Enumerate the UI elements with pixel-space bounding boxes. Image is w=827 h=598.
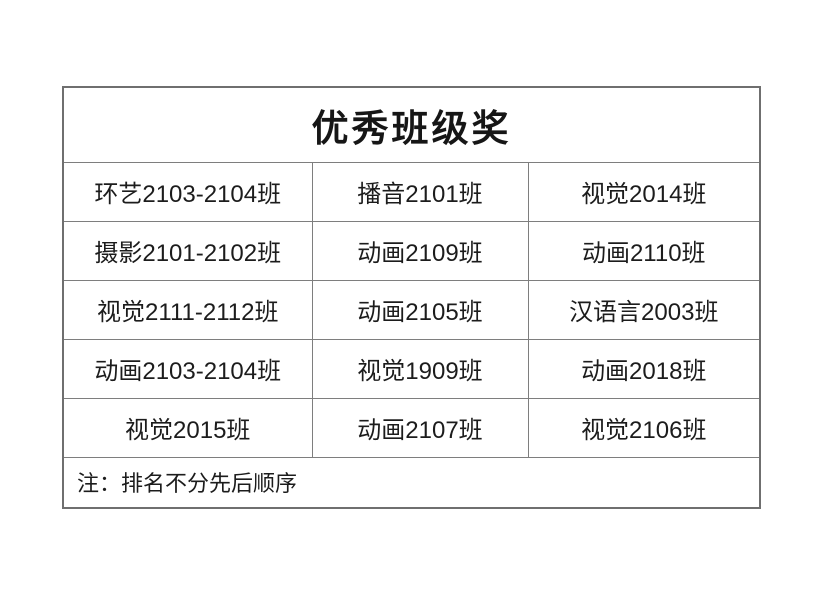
table-title: 优秀班级奖 xyxy=(62,86,761,163)
table-row: 动画2103-2104班 视觉1909班 动画2018班 xyxy=(62,338,761,399)
award-cell: 动画2109班 xyxy=(311,220,529,281)
award-cell: 摄影2101-2102班 xyxy=(62,220,313,281)
award-cell: 环艺2103-2104班 xyxy=(62,161,313,222)
award-cell: 动画2110班 xyxy=(527,220,761,281)
award-table: 优秀班级奖 环艺2103-2104班 播音2101班 视觉2014班 摄影210… xyxy=(62,86,762,509)
award-cell: 汉语言2003班 xyxy=(527,279,761,340)
award-cell: 视觉2015班 xyxy=(62,397,313,458)
award-cell: 动画2105班 xyxy=(311,279,529,340)
award-cell: 动画2018班 xyxy=(527,338,761,399)
table-row: 视觉2015班 动画2107班 视觉2106班 xyxy=(62,397,761,458)
award-cell: 动画2103-2104班 xyxy=(62,338,313,399)
table-row: 摄影2101-2102班 动画2109班 动画2110班 xyxy=(62,220,761,281)
award-cell: 播音2101班 xyxy=(311,161,529,222)
title-row: 优秀班级奖 xyxy=(62,86,761,163)
table-row: 环艺2103-2104班 播音2101班 视觉2014班 xyxy=(62,161,761,222)
note-text: 注：排名不分先后顺序 xyxy=(62,456,761,509)
award-cell: 视觉1909班 xyxy=(311,338,529,399)
award-cell: 视觉2106班 xyxy=(527,397,761,458)
award-cell: 视觉2014班 xyxy=(527,161,761,222)
award-cell: 动画2107班 xyxy=(311,397,529,458)
table-row: 视觉2111-2112班 动画2105班 汉语言2003班 xyxy=(62,279,761,340)
award-cell: 视觉2111-2112班 xyxy=(62,279,313,340)
note-row: 注：排名不分先后顺序 xyxy=(62,456,761,509)
